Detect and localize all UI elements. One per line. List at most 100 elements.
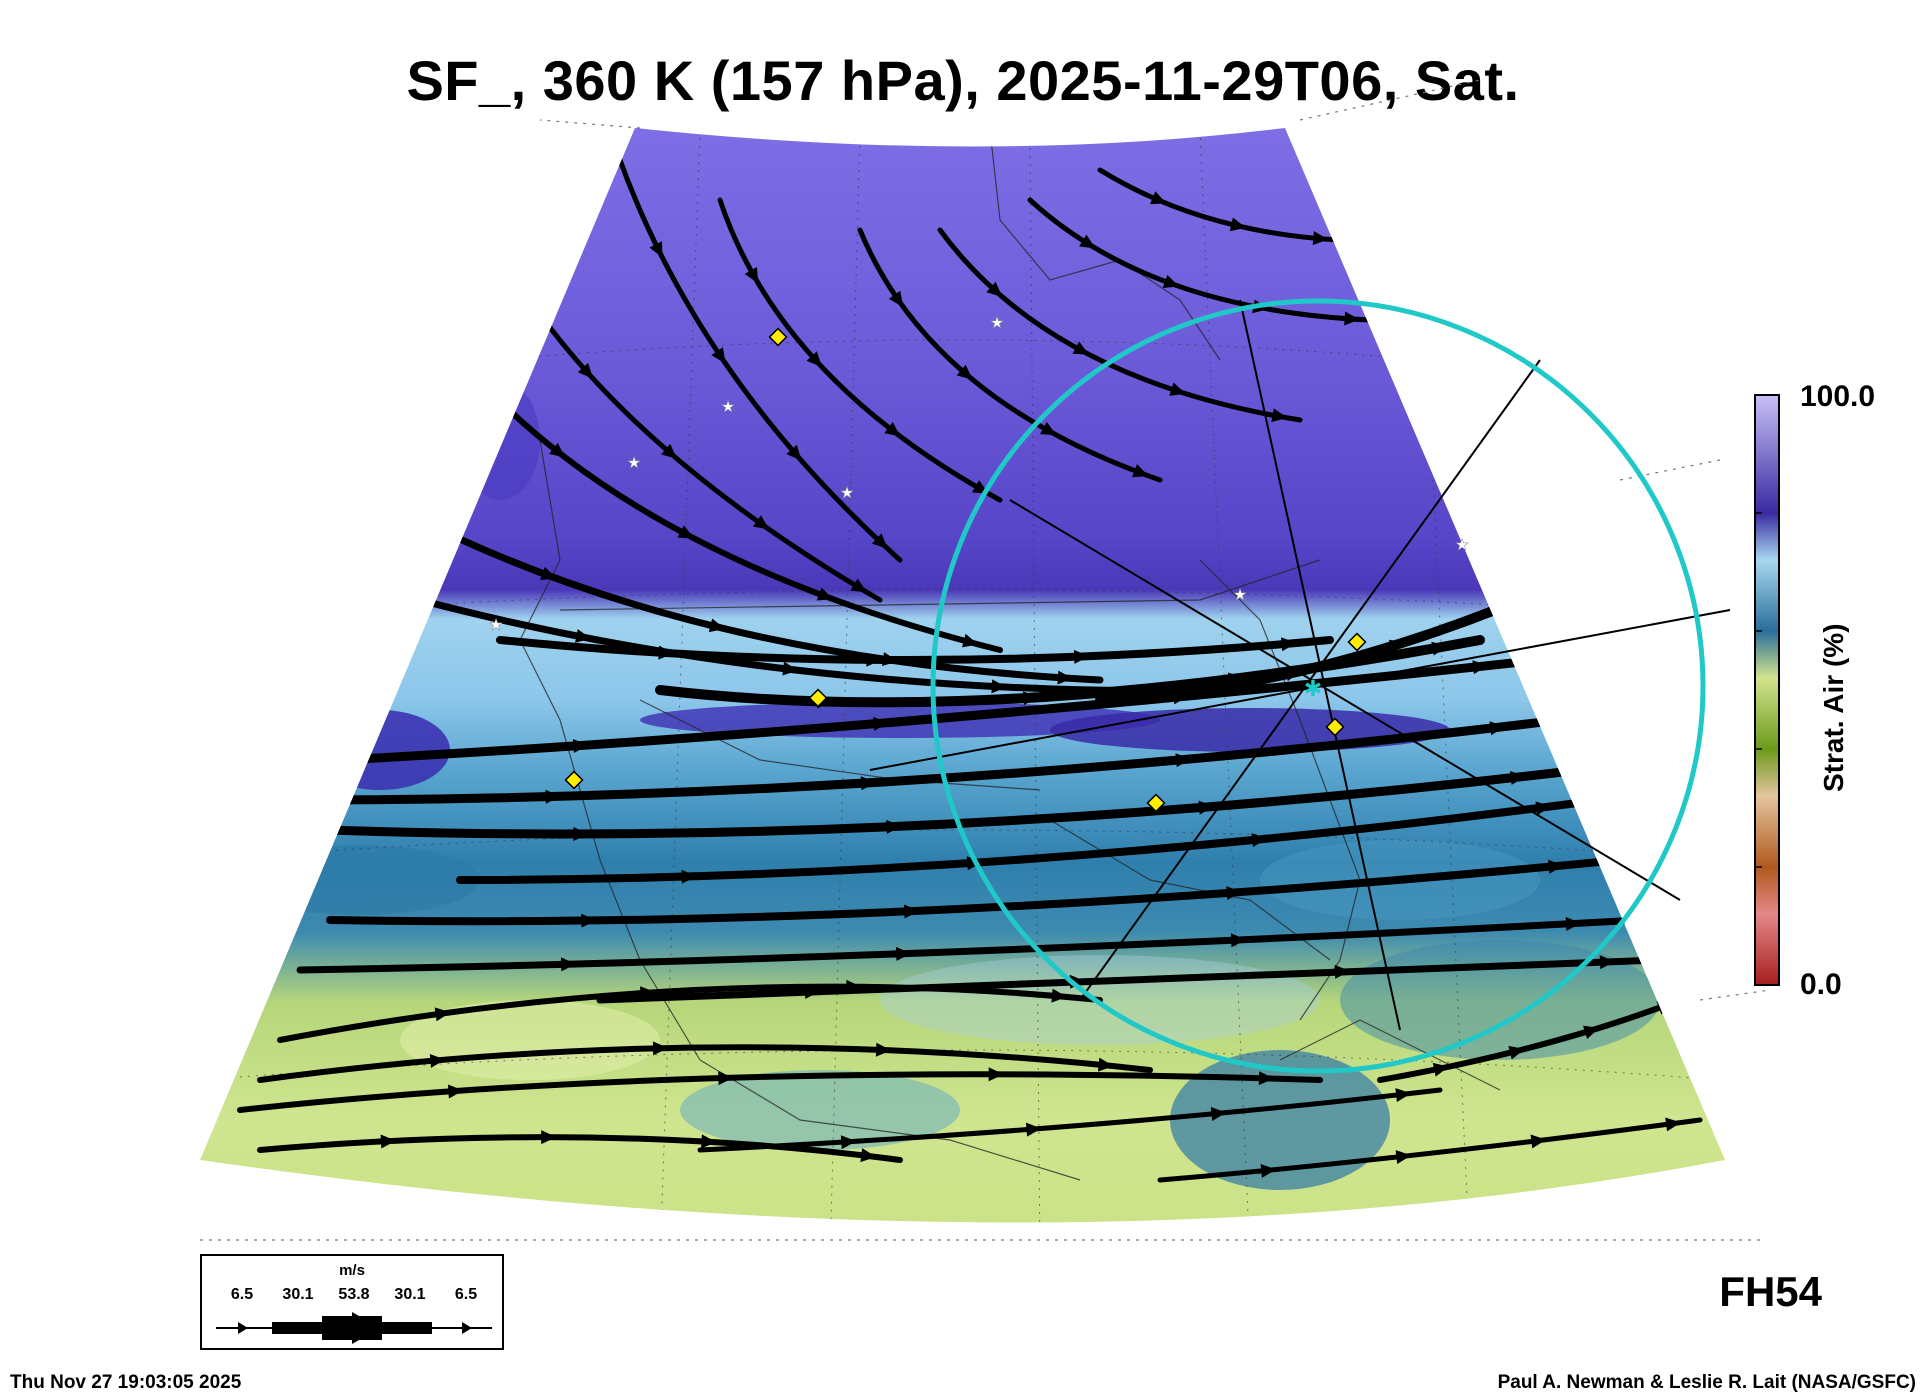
center-star-marker: ✱ [1304, 677, 1322, 702]
streamline-arrowhead [1149, 191, 1167, 205]
streamline-arrowhead [581, 913, 597, 928]
streamline-arrowhead [1169, 382, 1186, 396]
streamline-arrowhead [1535, 801, 1552, 816]
streamline-arrowhead [961, 633, 979, 648]
streamline-arrowhead [1396, 233, 1412, 248]
streamline-arrowhead [991, 679, 1007, 694]
streamline-arrowhead [1172, 690, 1189, 705]
streamline-arrowhead [1227, 672, 1244, 687]
colorbar-ticks [1755, 512, 1762, 868]
streamline-arrowhead [545, 789, 561, 804]
streamline-arrowhead [888, 290, 904, 308]
streamline-arrowhead [1395, 1150, 1412, 1165]
streamline-arrowhead [988, 1067, 1004, 1082]
streamline-arrowhead [1271, 408, 1288, 423]
streamline-arrowhead [882, 652, 898, 666]
wind-speed-legend: m/s 6.5 30.1 53.8 30.1 6.5 [200, 1254, 504, 1350]
streamline-arrowhead [1198, 800, 1215, 815]
streamline-arrowhead [708, 618, 726, 633]
streamline-arrowhead [429, 1053, 446, 1068]
star-marker: ★ [1455, 535, 1469, 554]
streamline-arrowhead [1023, 691, 1039, 706]
streamline-arrowhead [652, 1041, 669, 1056]
star-marker: ★ [721, 397, 735, 416]
map-title: SF_, 360 K (157 hPa), 2025-11-29T06, Sat… [406, 49, 1520, 112]
streamline-arrowhead [866, 652, 882, 667]
streamline-arrowhead [846, 979, 862, 994]
streamline-arrowhead [1226, 886, 1242, 901]
streamline-arrowhead [804, 984, 820, 999]
streamline-arrowhead [1251, 833, 1268, 848]
streamline-arrowhead [1039, 421, 1057, 436]
streamline-arrowhead [1025, 1122, 1042, 1137]
streamline-arrowhead [744, 267, 759, 284]
colorbar [1754, 394, 1780, 986]
graticule-outer [200, 79, 1771, 1241]
star-marker: ★ [627, 453, 641, 472]
forecast-hour: FH54 [1719, 1268, 1822, 1315]
streamline-arrowhead [1072, 341, 1090, 355]
streamline-arrowhead [1388, 639, 1406, 654]
streamline-arrowhead [1312, 231, 1329, 246]
diamond-marker [1347, 632, 1367, 652]
streamline-arrowhead [1432, 1062, 1449, 1077]
diamond-marker [1146, 793, 1166, 813]
streamline-arrowhead [1665, 1117, 1681, 1132]
wind-legend-value: 6.5 [230, 1286, 254, 1303]
streamline-arrowhead [1229, 217, 1246, 232]
wind-legend-arrow [216, 1312, 492, 1344]
streamline-arrowhead [1334, 964, 1350, 979]
streamline-arrowhead [1073, 649, 1090, 664]
colorbar-min-label: 0.0 [1800, 968, 1842, 1001]
diamond-markers [564, 327, 1367, 813]
timestamp: Thu Nov 27 19:03:05 2025 [10, 1372, 242, 1393]
streamline-arrowhead [1210, 1107, 1227, 1121]
star-markers: ★ ★ ★ ★ ★ ★ ★ [489, 313, 1470, 635]
streamline-arrowhead [816, 587, 834, 601]
streamline-arrowhead [1079, 234, 1096, 249]
streamline-arrowhead [1230, 933, 1247, 948]
streamline-arrowhead [875, 1042, 892, 1057]
streamline-arrowhead [658, 645, 674, 660]
star-marker: ★ [840, 483, 854, 502]
streamline-arrowhead [1162, 274, 1180, 289]
streamline-arrowhead [782, 661, 799, 676]
streamline-arrowhead [541, 1130, 557, 1145]
streamline-arrowhead [577, 362, 594, 379]
wind-legend-value: 53.8 [338, 1286, 370, 1303]
streamline-arrowhead [718, 1071, 734, 1086]
wind-legend-value: 30.1 [394, 1286, 426, 1303]
streamline-arrowhead [572, 739, 589, 753]
streamline-arrowhead [1260, 1163, 1277, 1178]
streamline-arrowhead [1395, 1088, 1412, 1103]
diamond-marker [1325, 717, 1345, 737]
colorbar-axis-label: Strat. Air (%) [1818, 623, 1849, 792]
streamline-arrowhead [850, 578, 867, 593]
diamond-marker [768, 327, 788, 347]
streamline-arrowhead [840, 1135, 857, 1150]
streamline-arrowhead [873, 716, 889, 731]
streamline-arrowhead [1258, 1071, 1274, 1086]
streamline-arrowhead [711, 347, 726, 364]
wind-legend-value: 30.1 [282, 1286, 314, 1303]
streamline-arrowhead [661, 443, 678, 459]
star-marker: ★ [1233, 585, 1247, 604]
streamline-arrowhead [540, 566, 557, 580]
streamline-arrowhead [871, 533, 888, 549]
streamline-arrowhead [640, 986, 656, 1001]
star-marker: ★ [990, 313, 1004, 332]
wind-legend-value: 6.5 [454, 1286, 478, 1303]
streamline-arrowhead [573, 826, 589, 841]
streamline-arrowhead [986, 281, 1003, 297]
wind-legend-unit: m/s [339, 1262, 365, 1279]
streamline-arrowhead [1583, 1025, 1600, 1039]
star-marker: ★ [489, 615, 503, 634]
streamline-arrowhead [786, 444, 802, 461]
region-circle [930, 298, 1706, 1074]
streamline-arrowhead [701, 1134, 717, 1149]
streamline-arrowhead [434, 1007, 451, 1022]
streamline-arrowhead [1132, 464, 1149, 478]
wind-streamlines [237, 157, 1703, 1183]
streamline-arrowhead [1431, 641, 1448, 656]
